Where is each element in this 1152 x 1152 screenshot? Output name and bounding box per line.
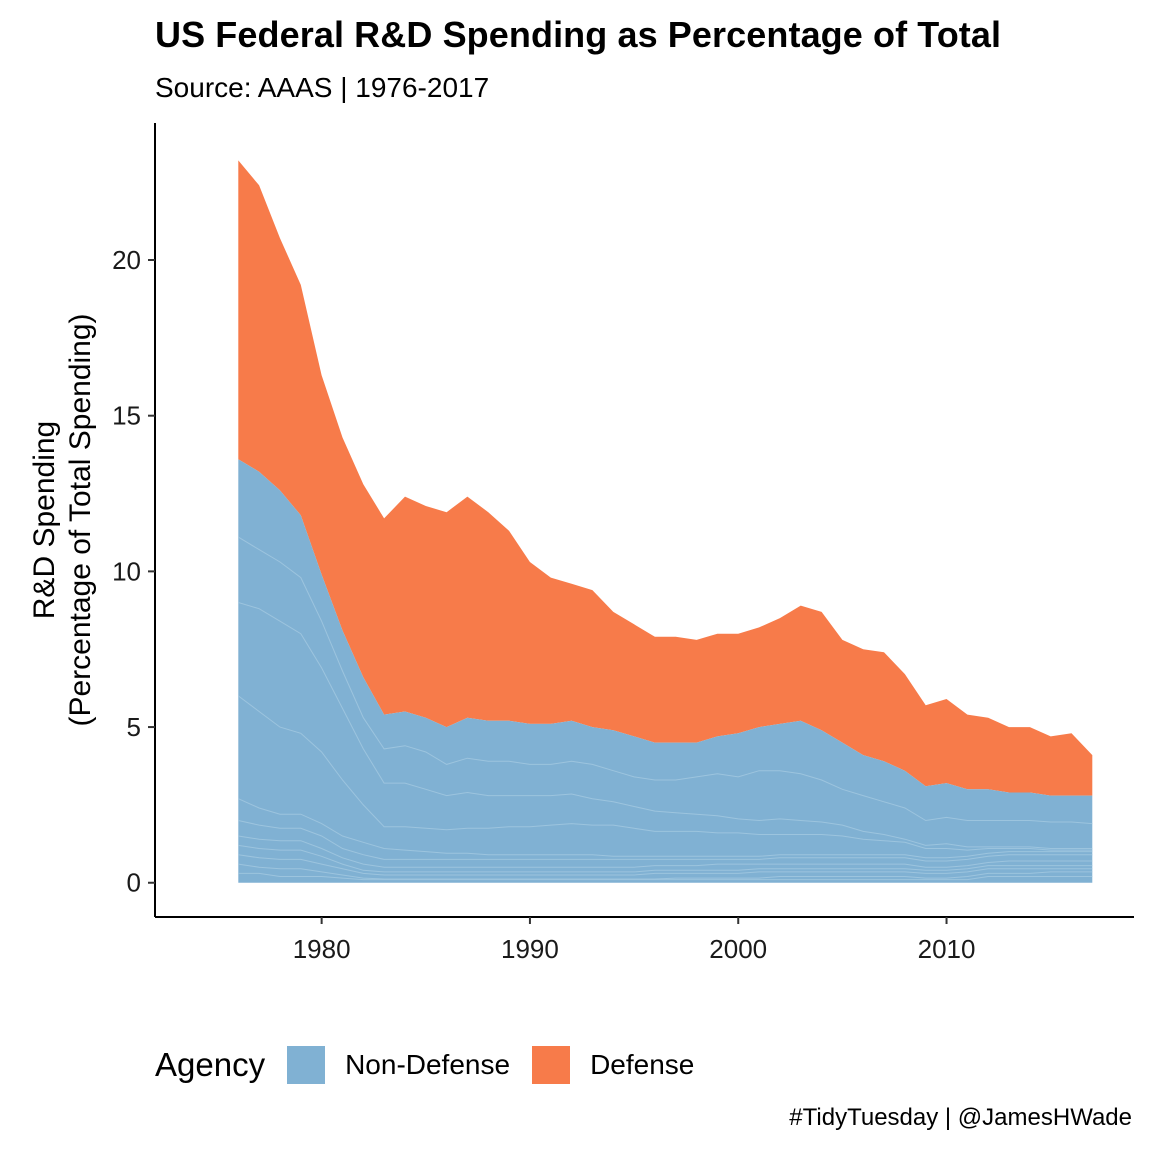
x-tick-label: 1980 [293, 934, 351, 964]
y-axis-title-line-2: (Percentage of Total Spending) [64, 313, 97, 726]
non-defense-sublayer-9 [238, 602, 1093, 849]
y-axis-title: R&D Spending (Percentage of Total Spendin… [28, 313, 97, 726]
non-defense-sublayer-2 [238, 863, 1093, 880]
area-non-defense [238, 459, 1093, 883]
chart-title: US Federal R&D Spending as Percentage of… [155, 14, 1002, 55]
legend-item-defense: Defense [532, 1046, 694, 1084]
legend-label-non-defense: Non-Defense [345, 1049, 511, 1080]
legend: Agency Non-Defense Defense [155, 1046, 716, 1084]
legend-item-non-defense: Non-Defense [287, 1046, 510, 1084]
non-defense-sublayer-6 [238, 820, 1093, 862]
legend-title: Agency [155, 1046, 266, 1083]
area-layers [238, 160, 1093, 883]
y-axis-title-line-1: R&D Spending [28, 421, 61, 619]
y-tick-label: 15 [112, 401, 141, 431]
x-tick-label: 1990 [501, 934, 559, 964]
non-defense-sublayer-10 [238, 536, 1093, 825]
axes: 0 5 10 15 20 1980 1990 2000 2010 [112, 123, 1134, 964]
chart-subtitle: Source: AAAS | 1976-2017 [155, 72, 490, 103]
y-tick-label: 5 [127, 712, 141, 742]
y-tick-label: 20 [112, 245, 141, 275]
y-tick-label: 10 [112, 556, 141, 586]
non-defense-sublayer-3 [238, 854, 1093, 876]
non-defense-sublayer-1 [238, 872, 1093, 881]
x-tick-label: 2010 [918, 934, 976, 964]
non-defense-sublayer-7 [238, 798, 1093, 859]
y-tick-label: 0 [127, 868, 141, 898]
non-defense-sublayer-4 [238, 844, 1093, 873]
non-defense-sublayer-5 [238, 835, 1093, 868]
legend-key-defense [532, 1046, 571, 1084]
legend-label-defense: Defense [590, 1049, 695, 1080]
area-defense [238, 160, 1093, 796]
non-defense-sublayer-8 [238, 695, 1093, 851]
x-tick-label: 2000 [709, 934, 767, 964]
caption: #TidyTuesday | @JamesHWade [789, 1104, 1132, 1131]
legend-key-non-defense [287, 1046, 326, 1084]
